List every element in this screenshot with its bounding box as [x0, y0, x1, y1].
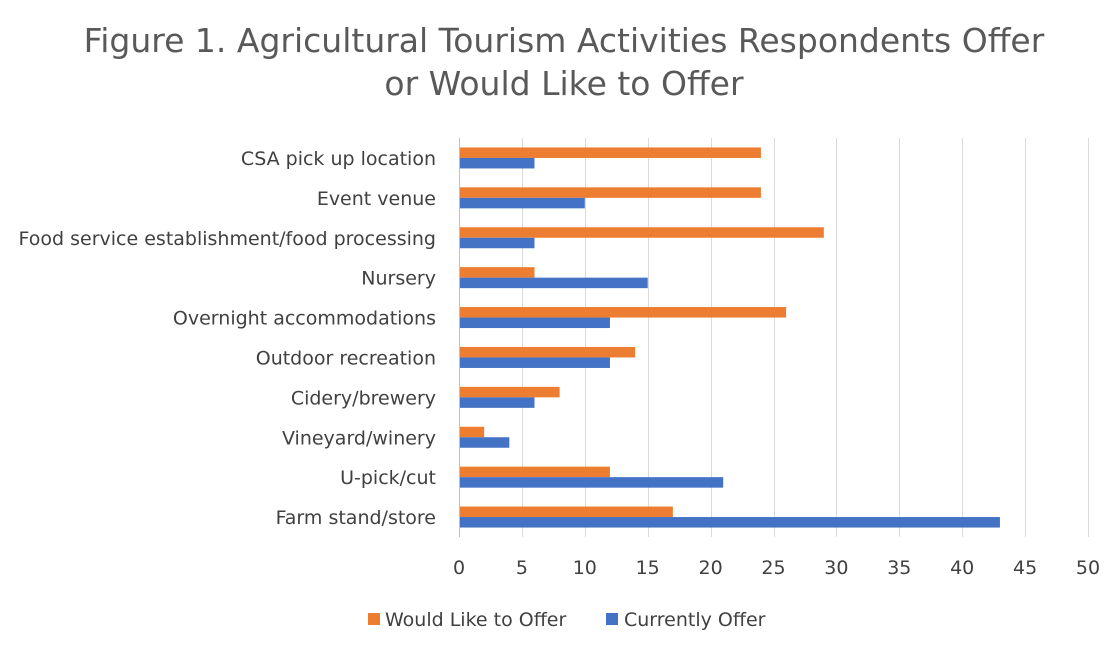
chart-title-line-2: or Would Like to Offer: [384, 64, 744, 103]
bar-would-like-to-offer: [460, 307, 787, 318]
bar-currently-offer: [460, 357, 610, 368]
x-tick-label: 40: [950, 557, 974, 579]
category-label: Farm stand/store: [276, 507, 436, 529]
bar-would-like-to-offer: [460, 386, 560, 398]
category-label: Food service establishment/food processi…: [19, 228, 436, 250]
bar-would-like-to-offer: [460, 267, 535, 278]
bar-currently-offer: [460, 517, 1000, 528]
bar-would-like-to-offer: [460, 426, 485, 438]
x-tick-label: 25: [761, 557, 785, 579]
bar-currently-offer: [460, 437, 510, 448]
bar-would-like-to-offer: [460, 466, 610, 478]
legend-swatch: [606, 613, 618, 625]
x-tick-label: 5: [516, 557, 528, 579]
x-tick-label: 45: [1013, 557, 1037, 579]
x-tick-label: 0: [453, 557, 465, 579]
legend-label: Would Like to Offer: [385, 609, 566, 631]
legend-swatch: [368, 613, 380, 625]
chart-title: Figure 1. Agricultural Tourism Activitie…: [84, 21, 1045, 103]
bar-currently-offer: [460, 157, 535, 169]
category-label: Event venue: [317, 188, 436, 210]
category-label: Outdoor recreation: [256, 347, 436, 369]
category-labels: CSA pick up location Event venue Food serv…: [19, 148, 436, 529]
bar-would-like-to-offer: [460, 147, 761, 158]
x-tick-label: 50: [1076, 557, 1100, 579]
bar-would-like-to-offer: [460, 506, 673, 518]
category-label: Vineyard/winery: [282, 427, 436, 449]
chart-title-line-1: Figure 1. Agricultural Tourism Activitie…: [84, 21, 1045, 60]
bar-would-like-to-offer: [460, 346, 636, 358]
legend: Would Like to Offer Currently Offer: [368, 609, 766, 631]
x-tick-label: 20: [699, 557, 723, 579]
legend-label: Currently Offer: [624, 609, 766, 631]
x-tick-label: 35: [887, 557, 911, 579]
bar-currently-offer: [460, 477, 724, 488]
bar-would-like-to-offer: [460, 227, 824, 238]
bar-currently-offer: [460, 197, 585, 209]
category-label: Cidery/brewery: [291, 387, 436, 409]
category-label: CSA pick up location: [241, 148, 436, 170]
x-tick-label: 10: [573, 557, 597, 579]
category-label: U-pick/cut: [340, 467, 436, 489]
x-tick-label: 30: [824, 557, 848, 579]
x-tick-label: 15: [636, 557, 660, 579]
bar-would-like-to-offer: [460, 187, 761, 198]
bar-currently-offer: [460, 277, 648, 289]
x-axis-tick-labels: 0 5 10 15 20 25 30 35 40 45 50: [453, 557, 1100, 579]
category-label: Overnight accommodations: [173, 308, 436, 330]
bar-currently-offer: [460, 317, 610, 329]
category-label: Nursery: [361, 268, 436, 290]
bar-currently-offer: [460, 237, 535, 249]
bar-currently-offer: [460, 397, 535, 408]
bars: [460, 147, 1000, 528]
